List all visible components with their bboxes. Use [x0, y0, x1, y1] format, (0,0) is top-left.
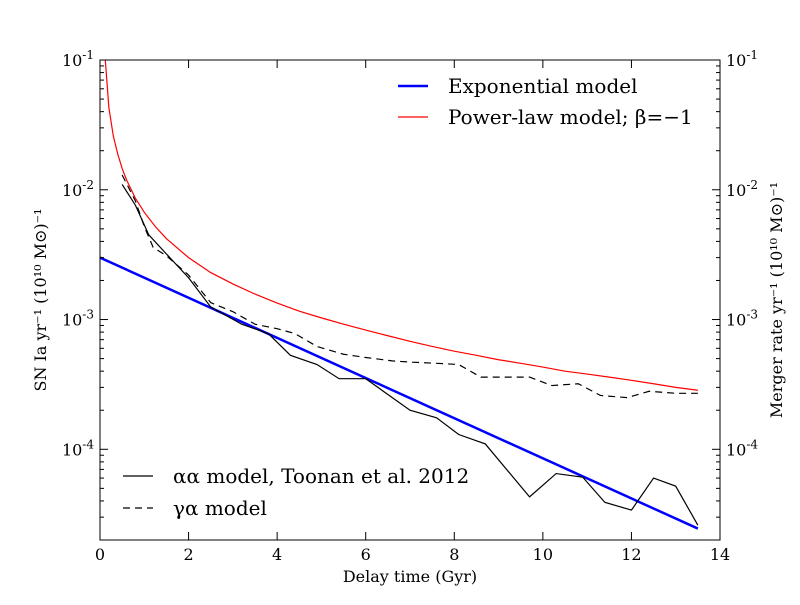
x-tick-label: 4	[272, 545, 282, 564]
y-axis-label-right: Merger rate yr⁻¹ (10¹⁰ M⊙)⁻¹	[767, 182, 786, 418]
series-line	[121, 174, 698, 399]
y-tick-label-left: 10-1	[62, 48, 94, 70]
ticks-layer: 0 2 4 6 8 10 12 14 10-4 10-4 10-3 10-3 10-2 10-2 10-1 1…	[62, 48, 758, 564]
legend-bottom-item: αα model, Toonan et al. 2012	[123, 464, 469, 488]
x-tick-label: 10	[533, 545, 553, 564]
y-tick-label-left: 10-2	[62, 178, 94, 200]
x-tick-label: 12	[621, 545, 641, 564]
x-tick-label: 2	[183, 545, 193, 564]
legend-top-item: Power-law model; β=−1	[398, 105, 693, 129]
y-tick-label-left: 10-3	[62, 308, 94, 330]
y-tick-label-right: 10-4	[726, 437, 758, 459]
legend-layer: Exponential model Power-law model; β=−1 αα…	[123, 74, 693, 520]
y-axis-label-left: SN Ia yr⁻¹ (10¹⁰ M⊙)⁻¹	[31, 208, 50, 391]
legend-label: Exponential model	[448, 74, 637, 98]
series-3	[121, 174, 698, 399]
y-tick-label-right: 10-2	[726, 178, 758, 200]
y-tick-label-right: 10-3	[726, 308, 758, 330]
x-tick-label: 0	[95, 545, 105, 564]
series-2	[121, 184, 699, 526]
series-line	[104, 60, 698, 391]
legend-top-item: Exponential model	[398, 74, 637, 98]
legend-label: Power-law model; β=−1	[448, 105, 693, 129]
plot-frame	[99, 59, 721, 541]
series-layer	[100, 60, 699, 530]
series-1	[104, 60, 698, 391]
series-line	[100, 256, 699, 530]
legend-bottom-item: γα model	[123, 496, 267, 520]
x-tick-label: 14	[710, 545, 730, 564]
y-tick-label-left: 10-4	[62, 437, 94, 459]
x-tick-label: 8	[449, 545, 459, 564]
series-line	[121, 184, 699, 526]
series-0	[100, 256, 699, 530]
y-tick-label-right: 10-1	[726, 48, 758, 70]
legend-label: γα model	[173, 496, 267, 520]
x-tick-label: 6	[361, 545, 371, 564]
legend-label: αα model, Toonan et al. 2012	[173, 464, 469, 488]
x-axis-label: Delay time (Gyr)	[343, 567, 477, 586]
